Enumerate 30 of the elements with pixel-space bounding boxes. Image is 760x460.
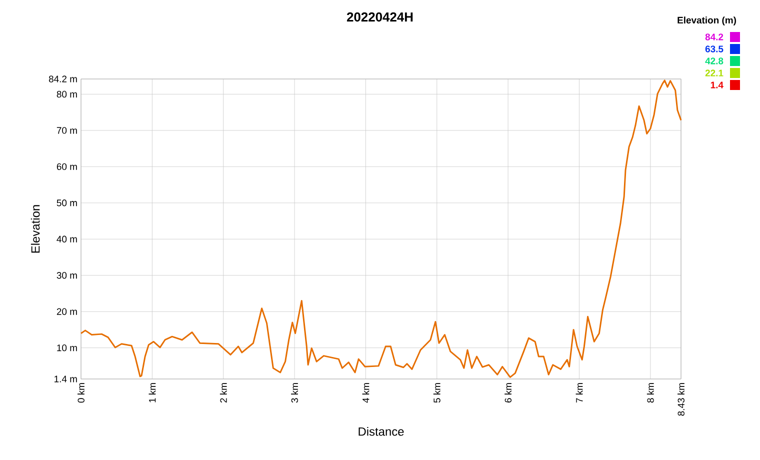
y-tick-label: 30 m: [56, 272, 77, 279]
y-tick-label: 84.2 m: [48, 76, 77, 82]
y-tick-label: 40 m: [56, 236, 77, 242]
y-tick-label: 80 m: [56, 90, 77, 98]
x-tick-label: 3 km: [291, 383, 298, 403]
color-bar-label: 42.8: [705, 58, 724, 64]
y-tick-label: 70 m: [56, 127, 77, 134]
x-tick-label: 7 km: [576, 383, 583, 403]
y-tick-label: 20 m: [56, 308, 77, 315]
x-axis-title: Distance: [358, 427, 404, 436]
x-tick-label: 8 km: [646, 383, 654, 403]
color-bar-label: 84.2: [705, 34, 724, 40]
y-tick-label: 1.4 m: [54, 376, 77, 382]
color-bar-label: 1.4: [710, 82, 724, 88]
y-tick-label: 60 m: [56, 163, 77, 170]
x-tick-label: 1 km: [148, 383, 156, 402]
color-bar-title: Elevation (m): [678, 16, 736, 26]
y-tick-label: 50 m: [56, 200, 77, 206]
x-tick-label: 2 km: [220, 383, 227, 403]
color-bar-label: 63.5: [705, 46, 724, 52]
x-tick-label: 0 km: [78, 383, 84, 403]
x-tick-label: 6 km: [504, 383, 512, 403]
color-bar-label: 22.1: [705, 70, 724, 76]
y-axis-title: Elevation: [30, 205, 40, 253]
x-tick-label: 8.43 km: [678, 383, 684, 416]
y-tick-label: 10 m: [57, 344, 77, 352]
x-tick-label: 5 km: [433, 383, 440, 403]
line-series: [80, 80, 682, 378]
chart-title: 20220424H: [346, 12, 413, 22]
x-tick-label: 4 km: [362, 383, 370, 403]
